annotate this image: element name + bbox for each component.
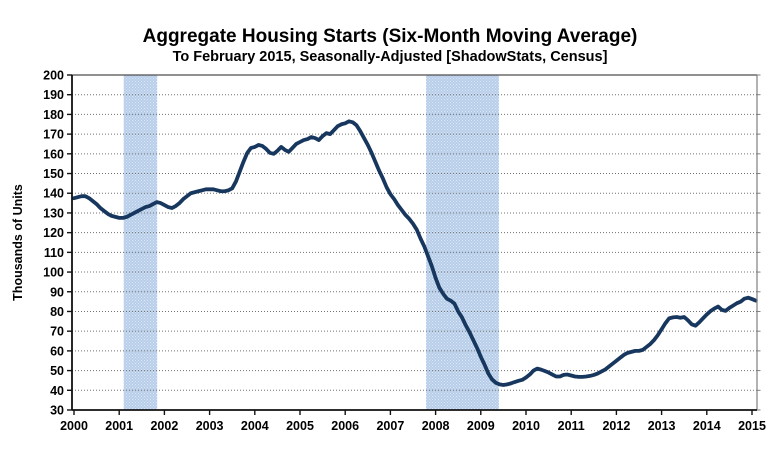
y-tick-label: 130 — [43, 206, 64, 220]
data-series-line — [72, 119, 758, 387]
x-tick-label: 2010 — [512, 419, 540, 433]
axes — [67, 74, 761, 415]
y-axis-title: Thousands of Units — [11, 184, 25, 301]
y-tick-label: 190 — [43, 88, 64, 102]
y-tick-label: 200 — [43, 69, 64, 83]
chart-title: Aggregate Housing Starts (Six-Month Movi… — [143, 26, 638, 47]
recession-band — [123, 75, 158, 410]
x-tick-label: 2012 — [602, 419, 630, 433]
x-tick-label: 2001 — [105, 419, 133, 433]
recession-bands — [123, 75, 499, 410]
x-tick-label: 2002 — [150, 419, 178, 433]
y-tick-label: 180 — [43, 108, 64, 122]
recession-band — [426, 75, 499, 410]
y-tick-label: 60 — [50, 344, 64, 358]
y-tick-label: 100 — [43, 266, 64, 280]
gridlines — [72, 94, 757, 391]
y-tick-label: 170 — [43, 128, 64, 142]
x-tick-label: 2011 — [558, 419, 585, 433]
x-tick-label: 2009 — [467, 419, 495, 433]
x-tick-label: 2003 — [196, 419, 224, 433]
x-tick-label: 2013 — [648, 419, 676, 433]
y-tick-label: 160 — [43, 147, 64, 161]
x-tick-label: 2004 — [241, 419, 269, 433]
y-tick-label: 120 — [43, 226, 64, 240]
y-tick-label: 70 — [50, 325, 64, 339]
x-tick-label: 2000 — [60, 419, 88, 433]
y-tick-label: 80 — [50, 305, 64, 319]
x-tick-label: 2014 — [693, 419, 721, 433]
chart-subtitle: To February 2015, Seasonally-Adjusted [S… — [173, 49, 608, 65]
y-tick-label: 50 — [50, 364, 64, 378]
y-tick-label: 110 — [44, 246, 64, 260]
x-tick-label: 2006 — [331, 419, 359, 433]
y-tick-label: 150 — [43, 167, 64, 181]
x-tick-label: 2007 — [376, 419, 404, 433]
x-tick-labels: 2000 2001 2002 2003 2004 2005 2006 2007 2008 2009… — [60, 419, 766, 433]
y-tick-label: 140 — [43, 187, 64, 201]
x-tick-label: 2015 — [738, 419, 766, 433]
x-tick-label: 2005 — [286, 419, 314, 433]
x-tick-label: 2008 — [422, 419, 450, 433]
y-tick-label: 90 — [50, 285, 64, 299]
y-tick-label: 30 — [50, 404, 64, 418]
y-tick-labels: 30 40 50 60 70 80 90 100 110 120 130 140 150 160 170 18… — [43, 69, 64, 418]
y-tick-label: 40 — [50, 384, 64, 398]
